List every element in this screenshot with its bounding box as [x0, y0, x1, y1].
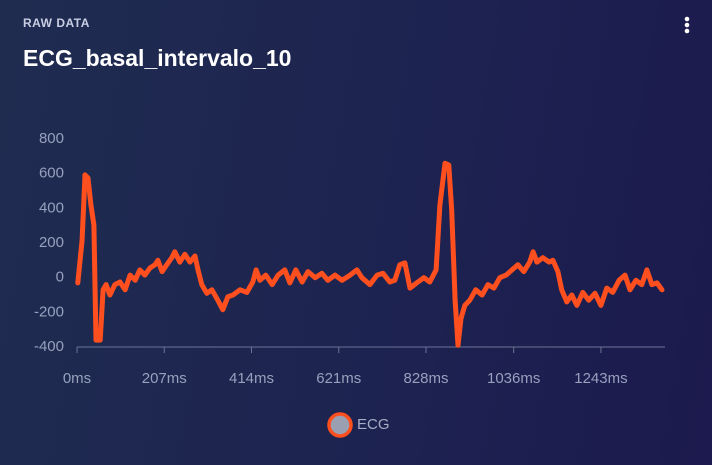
menu-button[interactable]	[684, 16, 690, 34]
x-tick-label: 0ms	[63, 370, 91, 387]
legend-marker[interactable]	[327, 412, 353, 438]
y-tick-label: 200	[39, 234, 64, 251]
x-tick-label: 207ms	[142, 370, 187, 387]
x-tick-label: 828ms	[403, 370, 448, 387]
y-tick-label: 0	[56, 269, 64, 286]
x-tick-label: 621ms	[316, 370, 361, 387]
x-tick-label: 1243ms	[574, 370, 627, 387]
menu-dot	[684, 22, 690, 28]
menu-dot	[684, 16, 690, 22]
card-eyebrow: RAW DATA	[23, 16, 90, 30]
y-tick-label: 800	[39, 130, 64, 147]
y-tick-label: -400	[34, 338, 64, 355]
x-tick-label: 414ms	[229, 370, 274, 387]
data-line	[75, 160, 665, 348]
y-tick-label: 600	[39, 165, 64, 182]
y-tick-label: 400	[39, 199, 64, 216]
y-tick-label: -200	[34, 303, 64, 320]
legend-label[interactable]: ECG	[357, 416, 390, 433]
menu-dot	[684, 28, 690, 34]
chart-title: ECG_basal_intervalo_10	[23, 45, 291, 71]
x-tick-label: 1036ms	[487, 370, 540, 387]
